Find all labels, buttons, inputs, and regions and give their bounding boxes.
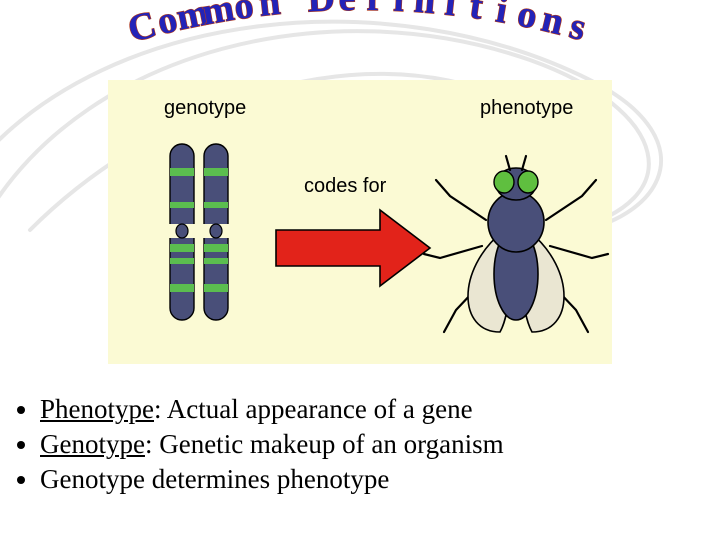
def-phenotype: : Actual appearance of a gene — [154, 394, 473, 424]
def-relation: Genotype determines phenotype — [40, 464, 389, 494]
term-phenotype: Phenotype — [40, 394, 154, 424]
label-codes-for: codes for — [304, 175, 387, 197]
bullet-relation: Genotype determines phenotype — [40, 462, 702, 497]
bullet-genotype: Genotype: Genetic makeup of an organism — [40, 427, 702, 462]
bullet-phenotype: Phenotype: Actual appearance of a gene — [40, 392, 702, 427]
chromosome-right — [201, 144, 231, 320]
diagram-panel: genotype phenotype codes for — [108, 80, 612, 364]
label-phenotype: phenotype — [480, 97, 573, 119]
term-genotype: Genotype — [40, 429, 145, 459]
def-genotype: : Genetic makeup of an organism — [145, 429, 504, 459]
label-genotype: genotype — [164, 97, 246, 119]
definition-list: Phenotype: Actual appearance of a gene G… — [18, 392, 702, 497]
chromosome-left — [167, 144, 197, 320]
